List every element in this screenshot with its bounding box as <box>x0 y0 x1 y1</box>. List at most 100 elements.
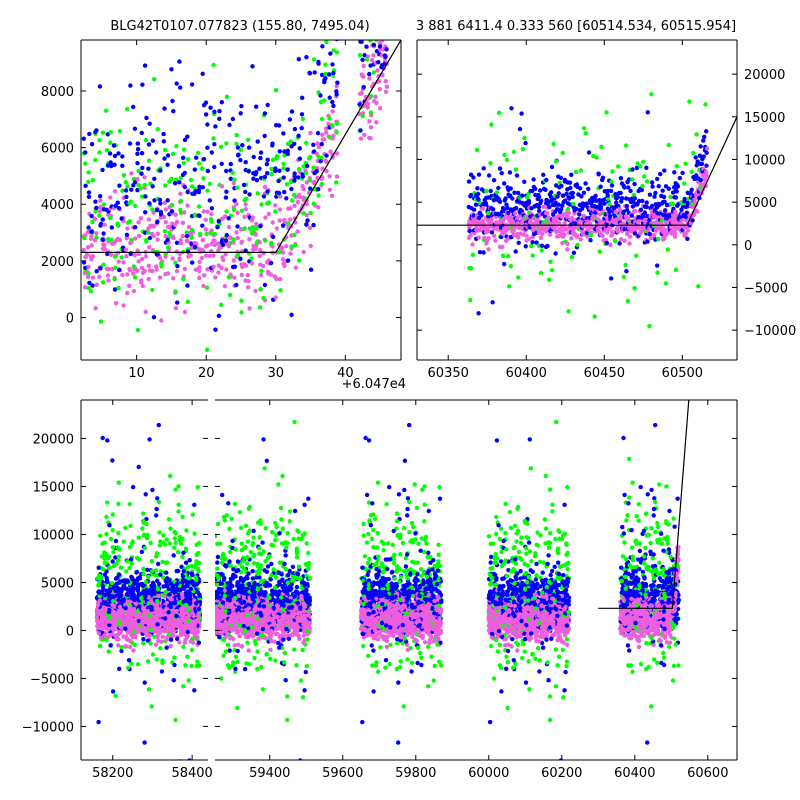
data-point-pink <box>545 211 550 216</box>
data-point-blue <box>497 199 503 204</box>
data-point-pink <box>673 230 678 236</box>
data-point-green <box>149 704 154 709</box>
data-point-blue <box>152 176 157 181</box>
data-point-pink <box>370 57 375 63</box>
data-point-green <box>682 181 687 186</box>
data-point-blue <box>570 194 575 200</box>
data-point-green <box>162 229 168 234</box>
data-point-blue <box>101 231 106 236</box>
data-point-pink <box>320 166 325 171</box>
data-point-green <box>173 260 178 265</box>
data-point-pink <box>373 94 378 100</box>
data-point-pink <box>123 247 129 252</box>
data-point-green <box>161 540 166 545</box>
data-point-blue <box>150 138 155 143</box>
data-point-blue <box>308 186 313 191</box>
data-point-blue <box>608 188 614 194</box>
data-point-green <box>167 541 172 546</box>
data-point-green <box>86 271 91 276</box>
data-point-blue <box>562 198 568 203</box>
data-point-pink <box>189 245 194 251</box>
data-point-pink <box>322 137 327 142</box>
data-point-green <box>86 285 91 291</box>
data-point-green <box>155 127 160 132</box>
data-point-green <box>494 190 500 195</box>
data-point-blue <box>376 60 381 65</box>
data-point-blue <box>624 203 630 209</box>
x-tick-label: 60400 <box>506 366 547 381</box>
data-point-pink <box>197 268 202 274</box>
data-point-green <box>649 92 654 97</box>
data-point-pink <box>383 89 389 95</box>
data-point-pink <box>281 261 286 266</box>
data-point-green <box>274 154 280 159</box>
data-point-blue <box>618 176 624 181</box>
data-point-pink <box>192 626 198 632</box>
data-point-green <box>146 574 151 580</box>
data-point-green <box>197 231 203 236</box>
data-point-blue <box>270 234 276 239</box>
data-point-pink <box>125 637 130 642</box>
data-point-blue <box>183 560 189 565</box>
data-point-blue <box>702 134 707 139</box>
data-point-pink <box>516 235 521 240</box>
data-point-blue <box>591 198 596 203</box>
data-point-blue <box>108 593 113 598</box>
data-point-green <box>254 226 259 231</box>
data-point-blue <box>192 244 198 250</box>
data-point-blue <box>581 190 587 195</box>
data-point-pink <box>557 233 562 239</box>
data-point-green <box>301 164 306 169</box>
data-point-blue <box>167 603 172 608</box>
data-point-blue <box>104 578 110 583</box>
data-point-blue <box>634 165 640 171</box>
data-point-blue <box>328 51 333 56</box>
data-point-green <box>178 541 184 546</box>
data-point-green <box>125 106 130 112</box>
data-point-blue <box>98 223 103 228</box>
data-point-pink <box>480 206 486 211</box>
data-point-blue <box>129 187 134 192</box>
data-point-green <box>108 140 113 145</box>
data-point-blue <box>107 622 112 628</box>
data-point-blue <box>536 204 542 210</box>
data-point-blue <box>155 622 160 627</box>
data-point-pink <box>182 266 187 272</box>
data-point-blue <box>619 199 624 204</box>
y-tick-label: 4000 <box>41 198 74 213</box>
data-point-pink <box>149 600 154 605</box>
data-point-blue <box>217 116 222 122</box>
data-point-pink <box>86 264 91 270</box>
data-point-green <box>144 535 150 541</box>
data-point-green <box>186 678 191 683</box>
data-point-blue <box>158 210 164 215</box>
data-point-green <box>224 141 229 146</box>
data-point-blue <box>205 122 210 127</box>
data-point-green <box>360 113 365 119</box>
data-point-green <box>269 240 274 246</box>
data-point-blue <box>179 564 184 569</box>
data-point-blue <box>483 200 488 206</box>
data-point-pink <box>231 258 236 263</box>
data-point-blue <box>135 188 140 193</box>
data-point-blue <box>109 163 114 169</box>
data-point-green <box>93 157 98 163</box>
data-point-blue <box>530 240 535 245</box>
data-point-blue <box>588 238 593 243</box>
data-point-green <box>116 480 122 485</box>
data-point-blue <box>121 583 127 589</box>
data-point-green <box>513 167 519 172</box>
data-point-blue <box>212 109 217 115</box>
data-point-green <box>175 549 181 555</box>
data-point-green <box>565 206 571 212</box>
data-point-blue <box>567 180 573 185</box>
data-point-blue <box>152 198 157 203</box>
data-point-blue <box>147 437 152 442</box>
data-point-blue <box>224 168 229 174</box>
data-point-pink <box>193 267 199 272</box>
data-point-green <box>238 147 244 153</box>
data-point-blue <box>238 157 243 163</box>
data-point-blue <box>93 199 98 204</box>
data-point-blue <box>685 236 690 241</box>
data-point-blue <box>507 170 513 175</box>
